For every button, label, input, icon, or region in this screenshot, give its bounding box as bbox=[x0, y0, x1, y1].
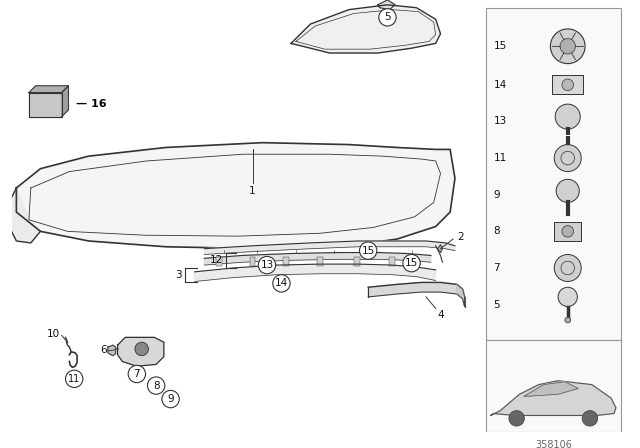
Text: 3: 3 bbox=[175, 270, 182, 280]
Circle shape bbox=[560, 39, 575, 54]
Circle shape bbox=[555, 104, 580, 129]
Circle shape bbox=[273, 275, 290, 292]
Bar bbox=[250, 257, 255, 266]
Circle shape bbox=[147, 377, 165, 394]
Text: 5: 5 bbox=[384, 13, 391, 22]
Bar bbox=[486, 8, 621, 340]
Text: 10: 10 bbox=[47, 329, 60, 340]
Text: 12: 12 bbox=[209, 255, 223, 265]
Polygon shape bbox=[29, 86, 68, 93]
Circle shape bbox=[554, 145, 581, 172]
Text: 11: 11 bbox=[493, 153, 507, 163]
Circle shape bbox=[582, 411, 598, 426]
Circle shape bbox=[562, 225, 573, 237]
Polygon shape bbox=[204, 253, 431, 265]
Text: 358106: 358106 bbox=[535, 439, 572, 448]
Bar bbox=[216, 257, 221, 266]
Polygon shape bbox=[204, 241, 455, 254]
Polygon shape bbox=[368, 282, 465, 306]
Circle shape bbox=[554, 254, 581, 281]
Circle shape bbox=[562, 79, 573, 90]
Bar bbox=[354, 257, 360, 266]
Polygon shape bbox=[291, 5, 440, 53]
Text: 13: 13 bbox=[493, 116, 507, 126]
Bar bbox=[554, 222, 581, 241]
Circle shape bbox=[65, 370, 83, 388]
Polygon shape bbox=[491, 381, 616, 415]
Text: 5: 5 bbox=[493, 300, 500, 310]
Circle shape bbox=[135, 342, 148, 356]
Polygon shape bbox=[108, 345, 116, 356]
Polygon shape bbox=[438, 245, 442, 253]
Circle shape bbox=[556, 179, 579, 202]
Bar bbox=[284, 257, 289, 266]
Polygon shape bbox=[378, 0, 395, 10]
Polygon shape bbox=[457, 284, 465, 306]
Text: 15: 15 bbox=[405, 258, 418, 268]
Circle shape bbox=[128, 365, 145, 383]
Text: 6: 6 bbox=[100, 345, 107, 355]
Circle shape bbox=[379, 9, 396, 26]
Text: 9: 9 bbox=[493, 190, 500, 200]
Text: 8: 8 bbox=[493, 226, 500, 237]
Polygon shape bbox=[7, 188, 40, 243]
Circle shape bbox=[162, 390, 179, 408]
Text: — 16: — 16 bbox=[76, 99, 107, 109]
Text: 1: 1 bbox=[249, 186, 256, 196]
Text: 14: 14 bbox=[493, 80, 507, 90]
Text: 15: 15 bbox=[362, 246, 375, 256]
Text: 8: 8 bbox=[153, 380, 159, 391]
Circle shape bbox=[565, 317, 571, 323]
Text: 13: 13 bbox=[260, 260, 274, 270]
Bar bbox=[317, 257, 323, 266]
Text: 11: 11 bbox=[68, 374, 81, 384]
Polygon shape bbox=[118, 337, 164, 366]
Text: 7: 7 bbox=[134, 369, 140, 379]
Circle shape bbox=[360, 242, 377, 259]
Circle shape bbox=[509, 411, 524, 426]
Bar bbox=[389, 257, 395, 266]
Polygon shape bbox=[195, 264, 436, 281]
Circle shape bbox=[403, 254, 420, 272]
Text: 9: 9 bbox=[167, 394, 174, 404]
Polygon shape bbox=[61, 86, 68, 116]
Bar bbox=[486, 340, 621, 432]
Text: 14: 14 bbox=[275, 278, 288, 289]
Text: 2: 2 bbox=[457, 232, 463, 242]
Polygon shape bbox=[524, 382, 579, 396]
Text: 15: 15 bbox=[493, 41, 507, 51]
Circle shape bbox=[558, 287, 577, 306]
Text: 7: 7 bbox=[493, 263, 500, 273]
Polygon shape bbox=[17, 142, 455, 249]
Circle shape bbox=[259, 256, 276, 274]
Polygon shape bbox=[29, 93, 61, 116]
Text: 4: 4 bbox=[438, 310, 444, 320]
Circle shape bbox=[550, 29, 585, 64]
Bar bbox=[552, 75, 583, 95]
